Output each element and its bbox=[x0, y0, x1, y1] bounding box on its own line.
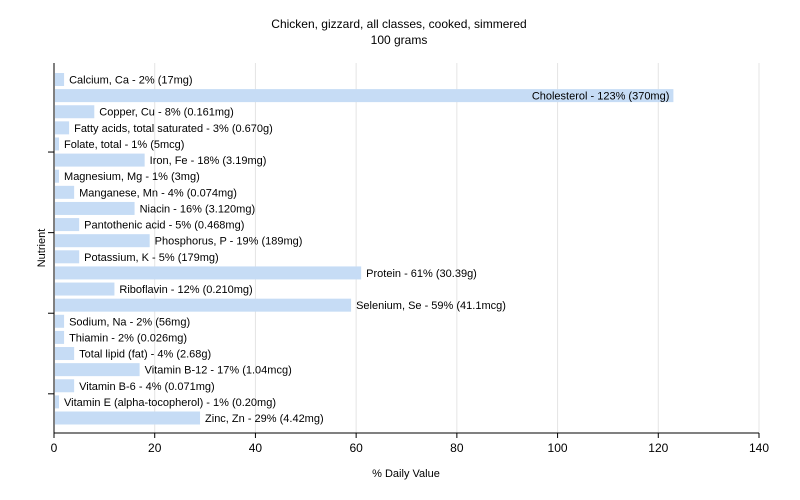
bar bbox=[55, 137, 60, 151]
x-tick-label: 0 bbox=[51, 441, 58, 455]
bar bbox=[55, 347, 75, 361]
bar bbox=[55, 330, 65, 344]
x-tick-label: 60 bbox=[349, 441, 363, 455]
data-label: Pantothenic acid - 5% (0.468mg) bbox=[84, 220, 244, 232]
x-tick-label: 140 bbox=[749, 441, 769, 455]
y-axis-label: Nutrient bbox=[36, 229, 48, 268]
bar bbox=[55, 282, 115, 296]
bars-group bbox=[55, 73, 674, 425]
bar bbox=[55, 105, 95, 119]
data-labels-group: Calcium, Ca - 2% (17mg) Cholesterol - 123… bbox=[64, 75, 669, 426]
x-tick-label: 120 bbox=[648, 441, 668, 455]
bar bbox=[55, 121, 70, 135]
data-label: Iron, Fe - 18% (3.19mg) bbox=[150, 155, 267, 167]
bar bbox=[55, 395, 60, 409]
data-label: Copper, Cu - 8% (0.161mg) bbox=[99, 107, 234, 119]
data-label: Zinc, Zn - 29% (4.42mg) bbox=[205, 413, 324, 425]
x-tick-label: 100 bbox=[548, 441, 568, 455]
data-label: Magnesium, Mg - 1% (3mg) bbox=[64, 171, 200, 183]
chart-title: Chicken, gizzard, all classes, cooked, s… bbox=[271, 17, 526, 31]
x-tick-label: 40 bbox=[249, 441, 263, 455]
axes-group: 0 20 40 60 80 100 120 140 bbox=[48, 63, 769, 455]
bar bbox=[55, 298, 352, 312]
data-label: Manganese, Mn - 4% (0.074mg) bbox=[79, 187, 237, 199]
grid-lines bbox=[154, 63, 760, 433]
data-label: Vitamin B-6 - 4% (0.071mg) bbox=[79, 381, 215, 393]
bar bbox=[55, 266, 362, 280]
bar bbox=[55, 234, 150, 248]
data-label: Total lipid (fat) - 4% (2.68g) bbox=[79, 349, 211, 361]
bar bbox=[55, 201, 135, 215]
bar bbox=[55, 169, 60, 183]
data-label: Potassium, K - 5% (179mg) bbox=[84, 252, 219, 264]
chart-subtitle: 100 grams bbox=[371, 33, 428, 47]
data-label: Niacin - 16% (3.120mg) bbox=[140, 203, 256, 215]
bar bbox=[55, 89, 674, 103]
bar bbox=[55, 73, 65, 86]
bar bbox=[55, 153, 145, 167]
data-label: Vitamin E (alpha-tocopherol) - 1% (0.20m… bbox=[64, 397, 276, 409]
data-label: Protein - 61% (30.39g) bbox=[366, 268, 477, 280]
data-label: Phosphorus, P - 19% (189mg) bbox=[155, 236, 303, 248]
bar bbox=[55, 379, 75, 393]
bar bbox=[55, 218, 80, 232]
bar bbox=[55, 314, 65, 328]
data-label: Thiamin - 2% (0.026mg) bbox=[69, 332, 187, 344]
x-tick-label: 20 bbox=[148, 441, 162, 455]
bar bbox=[55, 363, 140, 377]
data-label: Fatty acids, total saturated - 3% (0.670… bbox=[74, 123, 273, 135]
data-label: Sodium, Na - 2% (56mg) bbox=[69, 316, 190, 328]
bar bbox=[55, 411, 201, 425]
data-label: Cholesterol - 123% (370mg) bbox=[532, 91, 670, 103]
x-tick-label: 80 bbox=[450, 441, 464, 455]
x-axis-label: % Daily Value bbox=[372, 468, 440, 480]
bar bbox=[55, 185, 75, 199]
data-label: Calcium, Ca - 2% (17mg) bbox=[69, 75, 192, 87]
data-label: Folate, total - 1% (5mcg) bbox=[64, 139, 184, 151]
data-label: Riboflavin - 12% (0.210mg) bbox=[119, 284, 252, 296]
data-label: Selenium, Se - 59% (41.1mcg) bbox=[356, 300, 506, 312]
data-label: Vitamin B-12 - 17% (1.04mcg) bbox=[145, 365, 292, 377]
bar bbox=[55, 250, 80, 264]
